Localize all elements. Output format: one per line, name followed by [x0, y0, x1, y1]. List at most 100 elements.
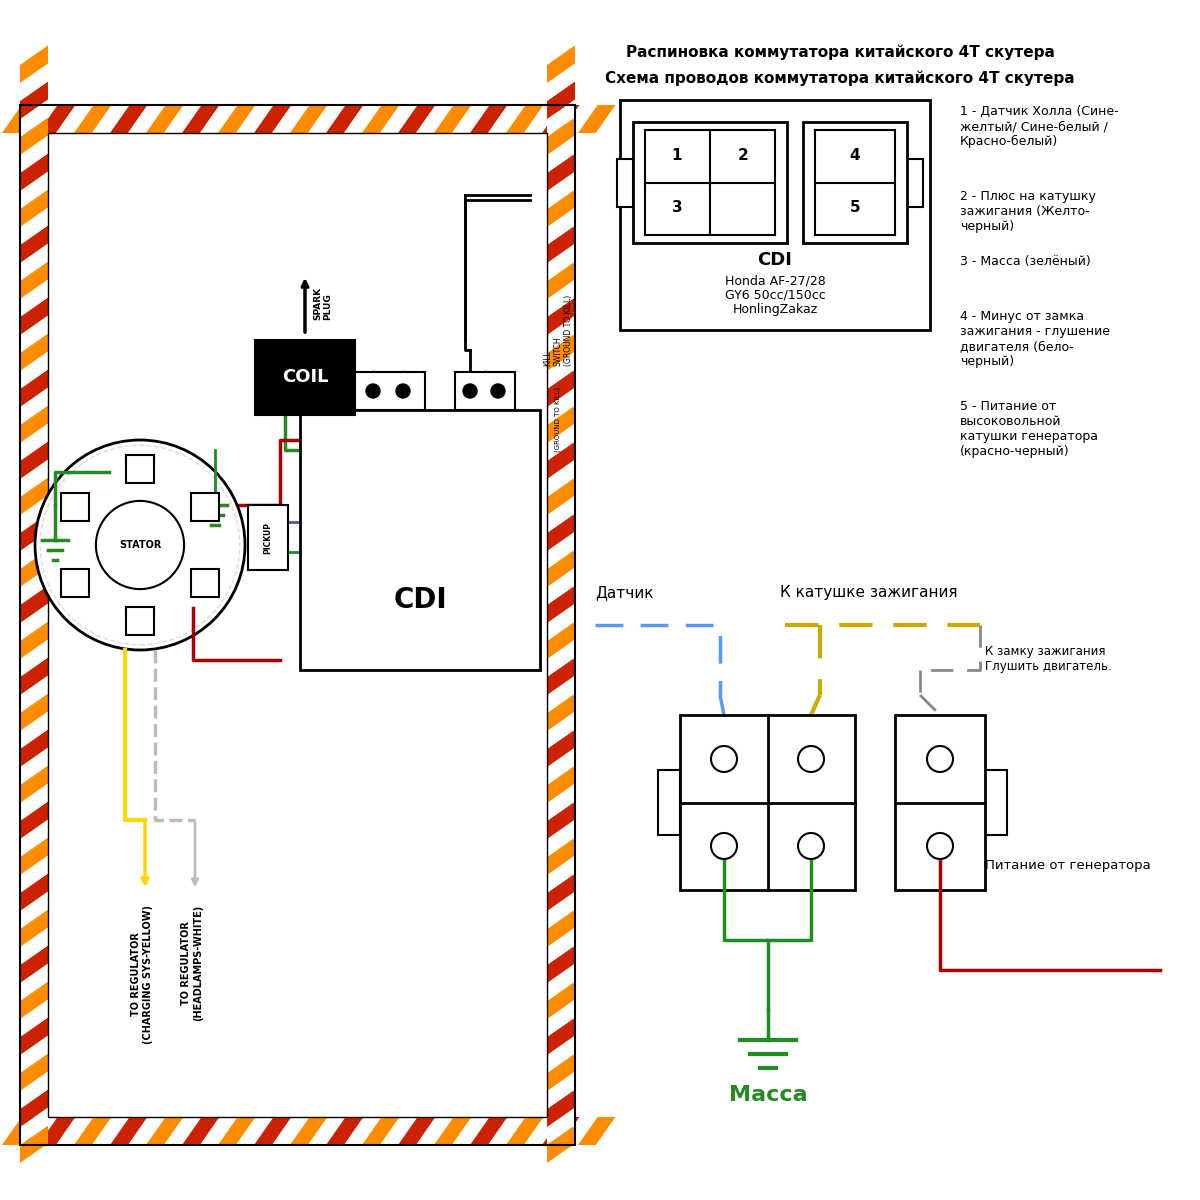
Bar	[192, 493, 220, 521]
Polygon shape	[547, 946, 575, 983]
Circle shape	[96, 500, 184, 589]
Bar	[48, 133, 547, 1117]
Polygon shape	[452, 104, 490, 133]
Polygon shape	[20, 208, 48, 245]
Polygon shape	[547, 352, 575, 389]
Text: 2 - Плюс на катушку
зажигания (Желто-
черный): 2 - Плюс на катушку зажигания (Желто- че…	[960, 190, 1096, 233]
Polygon shape	[20, 820, 48, 857]
Polygon shape	[92, 1117, 130, 1145]
Polygon shape	[20, 496, 48, 533]
Polygon shape	[20, 982, 48, 1019]
Polygon shape	[20, 532, 48, 569]
Polygon shape	[547, 694, 575, 731]
Text: 3 - Масса (зелёный): 3 - Масса (зелёный)	[960, 254, 1091, 268]
Text: COIL: COIL	[282, 368, 329, 386]
Polygon shape	[20, 352, 48, 389]
Polygon shape	[547, 1090, 575, 1127]
Polygon shape	[547, 316, 575, 353]
Polygon shape	[164, 104, 202, 133]
Polygon shape	[20, 856, 48, 893]
Polygon shape	[20, 1117, 58, 1145]
Bar	[248, 505, 288, 570]
Polygon shape	[452, 1117, 490, 1145]
Polygon shape	[547, 532, 575, 569]
Polygon shape	[20, 1108, 48, 1145]
Polygon shape	[547, 892, 575, 929]
Polygon shape	[20, 190, 48, 227]
Polygon shape	[547, 136, 575, 173]
Polygon shape	[20, 388, 48, 425]
Polygon shape	[308, 104, 346, 133]
Polygon shape	[92, 104, 130, 133]
Polygon shape	[20, 64, 48, 101]
Polygon shape	[20, 316, 48, 353]
Polygon shape	[547, 406, 575, 443]
Polygon shape	[20, 478, 48, 515]
Polygon shape	[547, 928, 575, 965]
Polygon shape	[547, 64, 575, 101]
Text: CDI: CDI	[394, 586, 446, 614]
Polygon shape	[164, 1117, 202, 1145]
Bar	[256, 340, 355, 415]
Bar	[907, 158, 923, 206]
Polygon shape	[20, 1072, 48, 1109]
Polygon shape	[74, 1117, 112, 1145]
Bar	[60, 493, 89, 521]
Polygon shape	[547, 748, 575, 785]
Polygon shape	[74, 104, 112, 133]
Text: 4: 4	[850, 149, 860, 163]
Polygon shape	[596, 1117, 634, 1145]
Polygon shape	[20, 136, 48, 173]
Polygon shape	[200, 1117, 238, 1145]
Polygon shape	[308, 1117, 346, 1145]
Polygon shape	[547, 460, 575, 497]
Text: Питание от генератора: Питание от генератора	[985, 858, 1151, 871]
Bar	[300, 410, 540, 670]
Polygon shape	[20, 442, 48, 479]
Polygon shape	[20, 604, 48, 641]
Text: 1 - Датчик Холла (Сине-
желтый/ Сине-белый /
Красно-белый): 1 - Датчик Холла (Сине- желтый/ Сине-бел…	[960, 104, 1118, 148]
Polygon shape	[146, 1117, 184, 1145]
Polygon shape	[38, 1117, 76, 1145]
Text: Датчик: Датчик	[595, 584, 654, 600]
Polygon shape	[547, 1000, 575, 1037]
Polygon shape	[547, 262, 575, 299]
Polygon shape	[290, 1117, 328, 1145]
Polygon shape	[20, 172, 48, 209]
Polygon shape	[547, 388, 575, 425]
Bar	[803, 122, 907, 242]
Text: PICKUP: PICKUP	[264, 522, 272, 553]
Bar	[634, 122, 787, 242]
Polygon shape	[380, 104, 418, 133]
Polygon shape	[20, 766, 48, 803]
Bar	[895, 715, 985, 890]
Polygon shape	[547, 820, 575, 857]
Polygon shape	[547, 496, 575, 533]
Bar	[192, 569, 220, 596]
Text: SPARK
PLUG: SPARK PLUG	[313, 287, 332, 320]
Polygon shape	[547, 910, 575, 947]
Text: Honda AF-27/28
GY6 50cc/150cc: Honda AF-27/28 GY6 50cc/150cc	[725, 274, 826, 302]
Polygon shape	[254, 104, 292, 133]
Polygon shape	[578, 104, 616, 133]
Polygon shape	[547, 208, 575, 245]
Polygon shape	[547, 424, 575, 461]
Text: TO REGULATOR
(HEADLAMPS-WHITE): TO REGULATOR (HEADLAMPS-WHITE)	[181, 905, 203, 1021]
Polygon shape	[20, 1000, 48, 1037]
Polygon shape	[20, 784, 48, 821]
Polygon shape	[290, 104, 328, 133]
Polygon shape	[596, 104, 634, 133]
Polygon shape	[398, 1117, 436, 1145]
Polygon shape	[416, 1117, 454, 1145]
Text: Масса: Масса	[728, 1085, 808, 1105]
Polygon shape	[20, 586, 48, 623]
Text: 3: 3	[672, 200, 683, 216]
Bar	[680, 715, 854, 890]
Polygon shape	[547, 874, 575, 911]
Polygon shape	[547, 676, 575, 713]
Polygon shape	[547, 118, 575, 155]
Circle shape	[463, 384, 478, 398]
Polygon shape	[547, 370, 575, 407]
Polygon shape	[344, 104, 382, 133]
Bar	[60, 569, 89, 596]
